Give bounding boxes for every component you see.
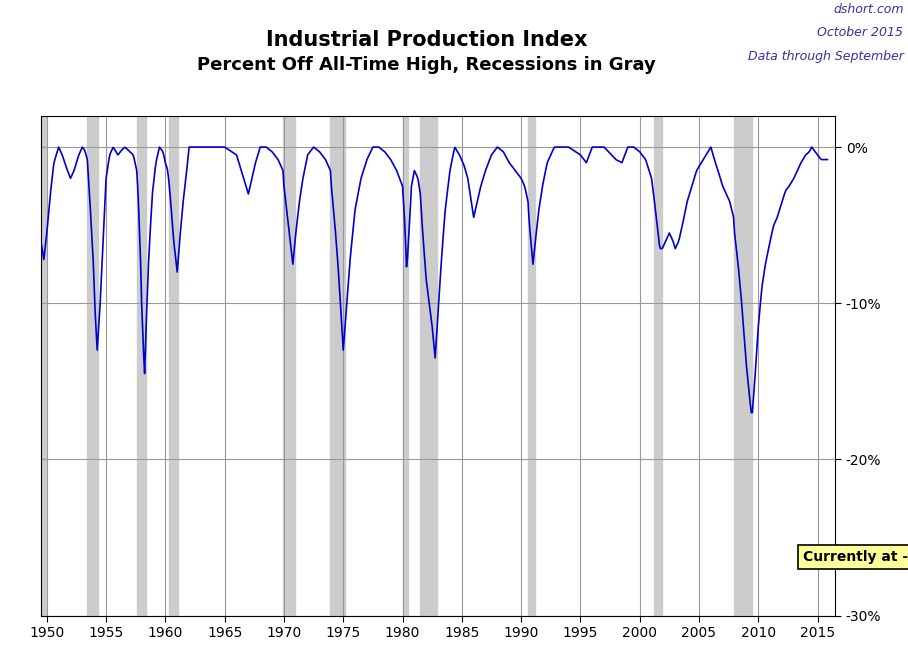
Bar: [420, 116, 437, 616]
Bar: [654, 116, 663, 616]
Text: Industrial Production Index: Industrial Production Index: [266, 30, 587, 50]
Text: Percent Off All-Time High, Recessions in Gray: Percent Off All-Time High, Recessions in…: [197, 56, 656, 74]
Bar: [283, 116, 295, 616]
Bar: [402, 116, 409, 616]
Bar: [87, 116, 98, 616]
Bar: [34, 116, 45, 616]
Text: Currently at -0.8%: Currently at -0.8%: [804, 550, 908, 564]
Bar: [331, 116, 345, 616]
Bar: [137, 116, 145, 616]
Bar: [169, 116, 178, 616]
Bar: [734, 116, 753, 616]
Text: October 2015: October 2015: [817, 26, 903, 40]
Bar: [528, 116, 535, 616]
Text: Data through September: Data through September: [747, 50, 903, 63]
Text: dshort.com: dshort.com: [833, 3, 903, 17]
